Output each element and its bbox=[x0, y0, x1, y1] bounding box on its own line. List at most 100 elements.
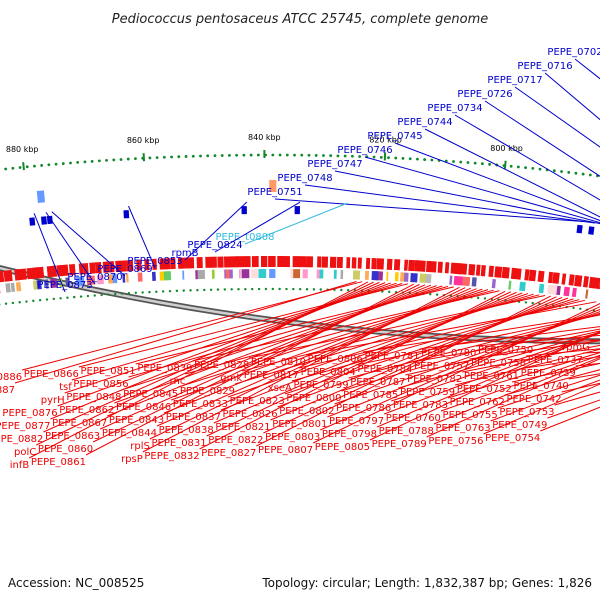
gc-dot-inner bbox=[340, 288, 343, 292]
gene-leader-line bbox=[270, 296, 563, 421]
reverse-gene-arrow bbox=[277, 256, 284, 268]
forward-gene-label: PEPE_0702 bbox=[547, 47, 600, 58]
cog-category-block bbox=[241, 269, 250, 279]
reverse-gene-label: PEPE_0844 bbox=[102, 428, 157, 439]
gc-dot-inner bbox=[312, 288, 316, 291]
gene-leader-line bbox=[426, 358, 600, 438]
forward-gene-arrow bbox=[241, 206, 247, 215]
reverse-gene-arrow bbox=[102, 261, 108, 273]
reverse-gene-label: PEPE_0887 bbox=[0, 385, 15, 396]
gc-dot bbox=[18, 166, 22, 169]
kbp-tick-label: 800 kbp bbox=[490, 144, 523, 153]
cog-category-block bbox=[258, 269, 267, 279]
gc-dot bbox=[162, 155, 166, 159]
gc-dot-inner bbox=[319, 288, 322, 291]
reverse-gene-label: PEPE_0861 bbox=[31, 457, 86, 468]
cog-category-block bbox=[86, 275, 96, 286]
gc-dot-inner bbox=[244, 287, 247, 291]
reverse-gene-label: infB bbox=[10, 460, 30, 471]
gc-dot-inner bbox=[579, 307, 582, 310]
forward-gene-arrow bbox=[294, 206, 300, 215]
cog-category-block bbox=[65, 277, 71, 287]
gc-dot bbox=[336, 154, 340, 158]
forward-gene-arrow bbox=[29, 217, 36, 226]
reverse-gene-label: PEPE_0781 bbox=[364, 351, 419, 362]
gc-dot bbox=[242, 153, 246, 157]
forward-gene-label: PEPE_0734 bbox=[427, 103, 482, 114]
gc-dot-inner bbox=[264, 287, 268, 291]
reverse-gene-arrow bbox=[365, 257, 371, 269]
gene-leader-line bbox=[364, 156, 600, 224]
gc-dot bbox=[33, 164, 36, 168]
gc-dot bbox=[25, 165, 29, 169]
reverse-gene-label: PEPE_0863 bbox=[45, 431, 100, 442]
reverse-gene-arrow bbox=[56, 265, 64, 277]
gene-leader-line bbox=[277, 297, 568, 408]
gc-dot-inner bbox=[175, 289, 179, 293]
gc-dot bbox=[343, 154, 347, 158]
gene-leader-line bbox=[574, 58, 600, 80]
gene-leader-line bbox=[455, 348, 600, 386]
gc-dot bbox=[148, 156, 152, 160]
cog-category-block bbox=[547, 284, 553, 295]
reverse-gene-arrow bbox=[376, 258, 385, 270]
cog-category-block bbox=[45, 279, 49, 289]
backbone-circle-inner bbox=[0, 266, 600, 343]
reverse-gene-label: PEPE_0848 bbox=[66, 392, 121, 403]
gene-leader-line bbox=[274, 198, 584, 222]
gene-leader-line bbox=[213, 291, 517, 424]
reverse-gene-arrow bbox=[159, 258, 164, 270]
cog-category-block bbox=[302, 269, 308, 279]
gc-dot bbox=[184, 155, 188, 158]
cog-category-block bbox=[96, 274, 104, 285]
reverse-gene-label: PEPE_0784 bbox=[357, 364, 412, 375]
reverse-gene-arrow bbox=[208, 256, 217, 268]
gc-dot-inner bbox=[52, 297, 55, 301]
gc-dot-inner bbox=[429, 293, 432, 296]
gc-dot-inner bbox=[524, 301, 528, 304]
reverse-gene-arrow bbox=[196, 256, 203, 269]
gc-dot-inner bbox=[196, 288, 199, 292]
map-title: Pediococcus pentosaceus ATCC 25745, comp… bbox=[112, 12, 489, 27]
gc-dot bbox=[488, 162, 491, 166]
reverse-gene-label: PEPE_0787 bbox=[350, 377, 405, 388]
reverse-gene-arrow bbox=[152, 258, 157, 270]
reverse-gene-label: PEPE_0839 bbox=[137, 363, 192, 374]
reverse-gene-arrow bbox=[177, 257, 183, 269]
gene-leader-line bbox=[369, 331, 600, 441]
forward-gene-label: PEPE_0717 bbox=[487, 75, 542, 86]
reverse-gene-arrow bbox=[393, 259, 401, 271]
gene-leader-line bbox=[511, 362, 600, 383]
gc-dot-inner bbox=[216, 288, 220, 291]
forward-gene-label: PEPE_0746 bbox=[337, 145, 392, 156]
gc-dot-inner bbox=[189, 289, 192, 292]
gene-leader-line bbox=[447, 352, 600, 399]
reverse-gene-label: PEPE_0788 bbox=[379, 426, 434, 437]
cog-category-block bbox=[10, 282, 16, 293]
gc-dot-inner bbox=[66, 296, 69, 299]
reverse-gene-label: polC bbox=[14, 447, 36, 458]
gc-dot bbox=[54, 162, 58, 166]
reverse-gene-arrow bbox=[547, 271, 554, 284]
gc-dot bbox=[61, 162, 65, 165]
gc-dot-inner bbox=[120, 292, 124, 295]
reverse-gene-arrow bbox=[450, 262, 457, 274]
reverse-gene-label: PEPE_0876 bbox=[2, 408, 57, 419]
gene-leader-line bbox=[484, 100, 600, 177]
reverse-gene-arrow bbox=[281, 256, 290, 268]
gc-dot-inner bbox=[292, 287, 295, 291]
gc-dot bbox=[452, 160, 455, 163]
reverse-gene-label: PEPE_0800 bbox=[286, 393, 341, 404]
forward-gene-label: PEPE_0747 bbox=[307, 159, 362, 170]
cog-category-block bbox=[419, 273, 427, 283]
cog-category-block bbox=[15, 282, 22, 292]
gc-dot-inner bbox=[73, 295, 76, 299]
reverse-gene-arrow bbox=[94, 261, 102, 274]
gc-dot bbox=[4, 167, 8, 171]
gene-leader-line bbox=[312, 302, 600, 444]
reverse-gene-label: PEPE_0866 bbox=[24, 369, 79, 380]
reverse-gene-label: PEPE_0838 bbox=[159, 425, 214, 436]
kbp-tick-mark bbox=[503, 160, 507, 169]
gene-leader-line bbox=[383, 332, 600, 415]
